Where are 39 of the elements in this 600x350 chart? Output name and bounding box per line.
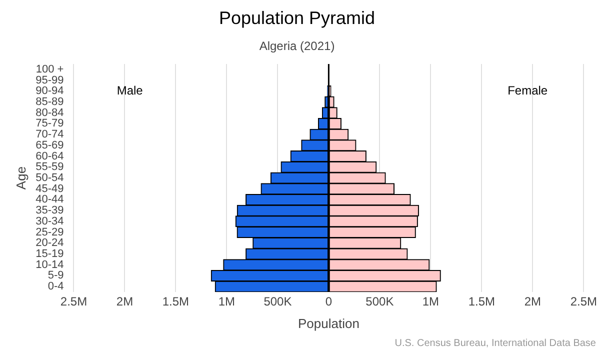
y-tick-label: 50-54 <box>36 172 64 184</box>
y-tick-label: 15-19 <box>36 248 64 260</box>
chart-subtitle: Algeria (2021) <box>259 39 335 54</box>
x-tick-label: 2M <box>524 294 542 309</box>
y-tick-label: 90-94 <box>36 85 64 98</box>
x-tick-label: 1.5M <box>468 294 496 309</box>
x-tick-label: 2M <box>116 294 134 309</box>
x-tick-label: 0 <box>325 294 332 309</box>
x-axis-title: Population <box>298 316 360 331</box>
y-tick-label: 70-74 <box>36 128 64 141</box>
y-tick-label: 55-59 <box>36 161 64 174</box>
x-tick-label: 2.5M <box>60 294 88 309</box>
annotation: Male <box>116 84 144 98</box>
y-tick-label: 25-29 <box>36 226 64 238</box>
y-tick-label: 85-89 <box>36 96 64 108</box>
x-tick-label: 1.5M <box>162 294 190 309</box>
y-tick-label: 0-4 <box>48 280 64 293</box>
x-tick-label: 2.5M <box>570 294 598 309</box>
chart-title: Population Pyramid <box>218 8 376 28</box>
y-tick-label: 5-9 <box>48 270 64 282</box>
y-tick-label: 20-24 <box>36 237 64 250</box>
y-tick-label: 45-49 <box>36 182 64 195</box>
y-tick-label: 40-44 <box>36 194 64 206</box>
x-tick-label: 500K <box>366 294 394 309</box>
y-tick-label: 35-39 <box>36 204 64 217</box>
y-tick-label: 75-79 <box>36 118 64 130</box>
y-tick-label: 100 + <box>36 63 64 76</box>
y-tick-label: 80-84 <box>36 106 64 119</box>
y-tick-label: 10-14 <box>36 258 64 271</box>
y-tick-label: 65-69 <box>36 139 64 152</box>
y-axis-title: Age <box>13 166 28 190</box>
x-tick-label: 500K <box>264 294 292 309</box>
x-tick-label: 1M <box>422 294 440 309</box>
y-tick-label: 60-64 <box>36 150 64 162</box>
y-tick-label: 95-99 <box>36 74 64 86</box>
text: U.S. Census Bureau, International Data Base <box>394 338 596 349</box>
annotation: Female <box>508 84 548 98</box>
y-tick-label: 30-34 <box>36 215 64 228</box>
x-tick-label: 1M <box>218 294 236 309</box>
